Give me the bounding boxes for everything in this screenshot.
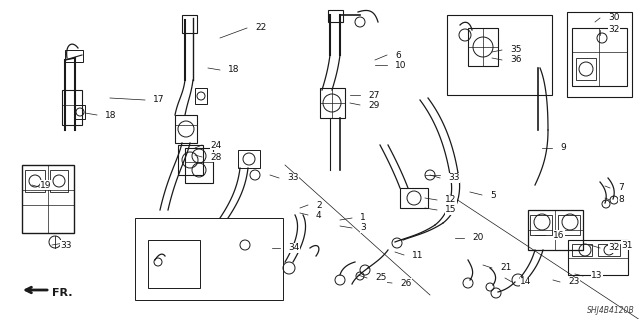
Text: 17: 17 [153,95,164,105]
Text: 19: 19 [40,181,51,189]
Text: 31: 31 [621,241,632,249]
Text: 1: 1 [360,213,365,222]
Text: 3: 3 [360,224,365,233]
Text: 32: 32 [608,26,620,34]
Text: 15: 15 [445,205,456,214]
Text: 9: 9 [560,144,566,152]
Text: SHJ4B4120B: SHJ4B4120B [588,306,635,315]
Text: 26: 26 [400,278,412,287]
Text: 30: 30 [608,13,620,23]
Text: 34: 34 [288,243,300,253]
Text: 13: 13 [591,271,602,280]
Text: 4: 4 [316,211,322,219]
Text: 20: 20 [472,234,483,242]
Text: 33: 33 [60,241,72,249]
Text: 16: 16 [553,231,564,240]
Text: 27: 27 [368,91,380,100]
Text: 23: 23 [568,278,579,286]
Text: 14: 14 [520,278,531,286]
Text: 11: 11 [412,250,424,259]
Text: 36: 36 [510,56,522,64]
Text: 8: 8 [618,196,624,204]
Text: 33: 33 [448,174,460,182]
Text: FR.: FR. [52,288,72,298]
Text: 24: 24 [210,140,221,150]
Text: 21: 21 [500,263,511,272]
Text: 6: 6 [395,50,401,60]
Text: 7: 7 [618,183,624,192]
Text: 2: 2 [316,201,322,210]
Text: 25: 25 [375,273,387,283]
Text: 10: 10 [395,61,406,70]
Text: 32: 32 [608,243,620,253]
Text: 28: 28 [210,152,221,161]
Text: 12: 12 [445,196,456,204]
Text: 33: 33 [287,174,298,182]
Text: 5: 5 [490,190,496,199]
Text: 35: 35 [510,46,522,55]
Text: 29: 29 [368,100,380,109]
Text: 18: 18 [105,110,116,120]
Text: 22: 22 [255,24,266,33]
Text: 18: 18 [228,65,239,75]
